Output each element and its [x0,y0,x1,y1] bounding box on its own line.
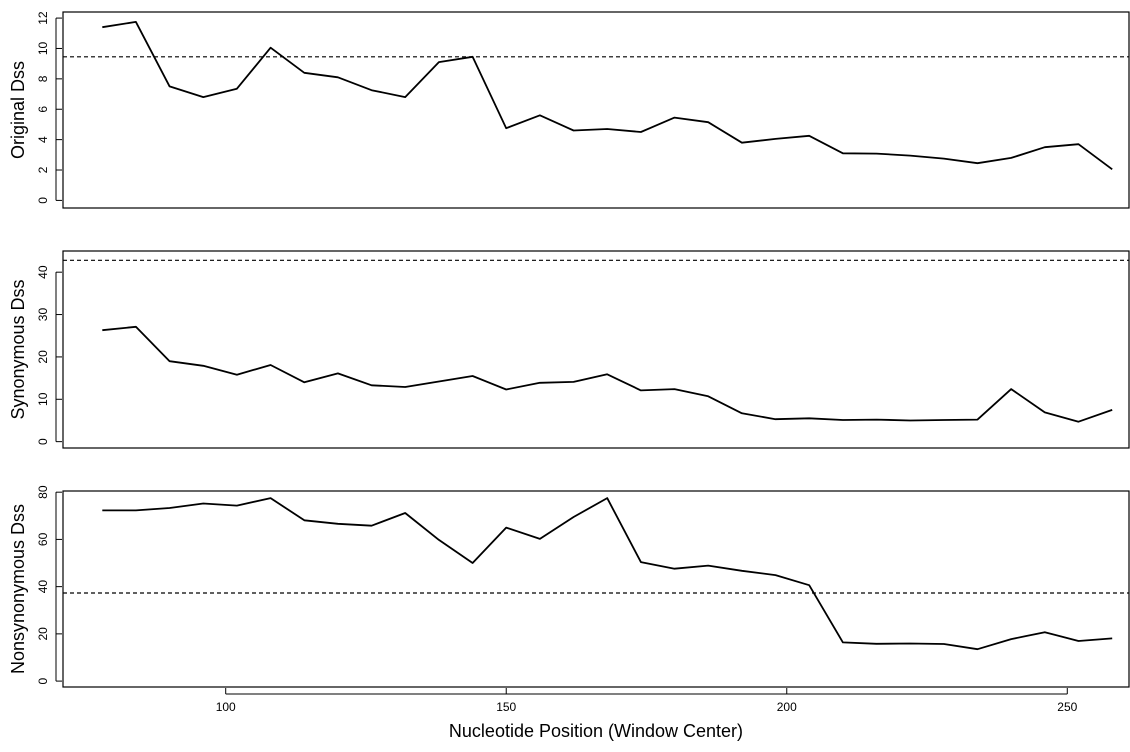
panel-1-y-tick-label: 2 [36,166,50,173]
panel-3-y-tick-label: 60 [36,532,50,546]
panel-3-x-tick-label: 200 [777,700,797,714]
panel-3-x-tick-label: 100 [216,700,236,714]
panel-3-x-tick-label: 150 [496,700,516,714]
panel-1-y-axis-title: Original Dss [8,61,28,159]
panel-1-y-tick-label: 4 [36,136,50,143]
panel-3-series-line [102,497,1113,651]
panel-3-y-tick-label: 20 [36,627,50,641]
panel-3-frame [62,490,1130,688]
panel-1-y-tick-label: 12 [36,11,50,25]
panel-2-y-axis-title: Synonymous Dss [8,279,28,419]
panel-3-y-tick-label: 80 [36,485,50,499]
panel-2-y-tick-label: 10 [36,392,50,406]
panel-3-y-tick-label: 0 [36,677,50,684]
panel-1-y-tick-label: 6 [36,106,50,113]
panel-2-y-tick-label: 30 [36,308,50,322]
panel-2-y-tick-label: 20 [36,350,50,364]
panel-1-frame [62,11,1130,209]
panel-1-y-tick-label: 8 [36,75,50,82]
panel-1-series-line [102,20,1113,171]
panel-1-y-tick-label: 0 [36,197,50,204]
panel-3-y-tick-label: 40 [36,580,50,594]
panel-2-frame [62,250,1130,449]
panel-3-y-axis-title: Nonsynonymous Dss [8,504,28,674]
panel-1-y-tick-label: 10 [36,41,50,55]
panel-2-series-line [102,325,1113,423]
panel-2-y-tick-label: 40 [36,265,50,279]
x-axis-title: Nucleotide Position (Window Center) [449,721,743,741]
panel-3-x-tick-label: 250 [1057,700,1077,714]
panel-2-y-tick-label: 0 [36,438,50,445]
